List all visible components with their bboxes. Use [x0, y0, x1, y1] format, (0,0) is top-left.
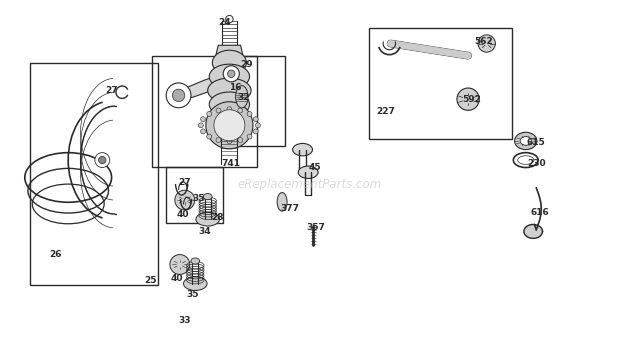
Polygon shape: [216, 45, 243, 56]
Ellipse shape: [223, 66, 239, 82]
Text: 24: 24: [218, 18, 231, 27]
Text: 40: 40: [177, 209, 189, 219]
Ellipse shape: [201, 129, 206, 134]
Ellipse shape: [206, 134, 211, 139]
Text: 741: 741: [222, 159, 241, 168]
Ellipse shape: [191, 258, 200, 264]
Ellipse shape: [277, 192, 287, 211]
Ellipse shape: [478, 35, 495, 52]
Text: 35: 35: [192, 194, 205, 203]
Ellipse shape: [175, 190, 195, 210]
Bar: [152, 56, 257, 167]
Text: 592: 592: [462, 95, 480, 104]
Ellipse shape: [208, 78, 251, 103]
Ellipse shape: [515, 132, 537, 150]
Text: 40: 40: [170, 274, 183, 283]
Ellipse shape: [95, 153, 110, 167]
Text: 616: 616: [530, 208, 549, 217]
Ellipse shape: [196, 212, 219, 226]
Text: 377: 377: [281, 204, 299, 213]
Text: 16: 16: [229, 82, 242, 92]
Ellipse shape: [518, 156, 534, 164]
Ellipse shape: [206, 111, 211, 117]
Ellipse shape: [247, 134, 252, 139]
Ellipse shape: [184, 277, 207, 291]
Text: 357: 357: [307, 223, 326, 232]
Ellipse shape: [214, 110, 245, 141]
Ellipse shape: [172, 89, 185, 102]
Ellipse shape: [210, 64, 249, 89]
Text: 25: 25: [144, 276, 156, 285]
Ellipse shape: [201, 117, 206, 122]
Text: eReplacementParts.com: eReplacementParts.com: [238, 178, 382, 191]
Ellipse shape: [238, 108, 243, 113]
Ellipse shape: [203, 193, 212, 200]
Ellipse shape: [226, 15, 233, 23]
Text: 33: 33: [179, 316, 191, 325]
Ellipse shape: [227, 107, 232, 112]
Ellipse shape: [236, 86, 248, 108]
Ellipse shape: [238, 137, 243, 143]
Text: 615: 615: [527, 138, 546, 147]
Text: 227: 227: [376, 107, 395, 116]
Bar: [369, 28, 512, 139]
Text: 34: 34: [198, 227, 211, 236]
Text: 29: 29: [241, 60, 253, 69]
Ellipse shape: [520, 137, 531, 145]
Bar: [166, 167, 223, 223]
Ellipse shape: [170, 254, 190, 275]
Ellipse shape: [99, 156, 106, 164]
Ellipse shape: [253, 117, 258, 122]
Text: 28: 28: [211, 213, 223, 222]
Ellipse shape: [216, 108, 221, 113]
Text: 230: 230: [527, 159, 546, 168]
Ellipse shape: [166, 83, 191, 108]
Ellipse shape: [457, 88, 479, 110]
Ellipse shape: [206, 102, 253, 149]
Text: 27: 27: [105, 86, 118, 95]
Text: 35: 35: [186, 290, 198, 299]
Ellipse shape: [298, 166, 318, 179]
Ellipse shape: [253, 129, 258, 134]
Ellipse shape: [210, 92, 249, 117]
Ellipse shape: [293, 143, 312, 156]
Polygon shape: [524, 224, 542, 238]
Bar: [229, 56, 285, 146]
Text: 32: 32: [237, 93, 250, 102]
Text: 27: 27: [179, 178, 191, 187]
Ellipse shape: [255, 123, 260, 128]
Ellipse shape: [198, 123, 203, 128]
Polygon shape: [174, 71, 239, 97]
Text: 26: 26: [50, 250, 62, 259]
Text: 562: 562: [474, 37, 493, 46]
Ellipse shape: [228, 70, 235, 78]
Ellipse shape: [247, 111, 252, 117]
Ellipse shape: [227, 139, 232, 144]
Ellipse shape: [216, 137, 221, 143]
Bar: [30, 63, 158, 285]
Text: 45: 45: [309, 163, 321, 172]
Ellipse shape: [212, 50, 247, 75]
